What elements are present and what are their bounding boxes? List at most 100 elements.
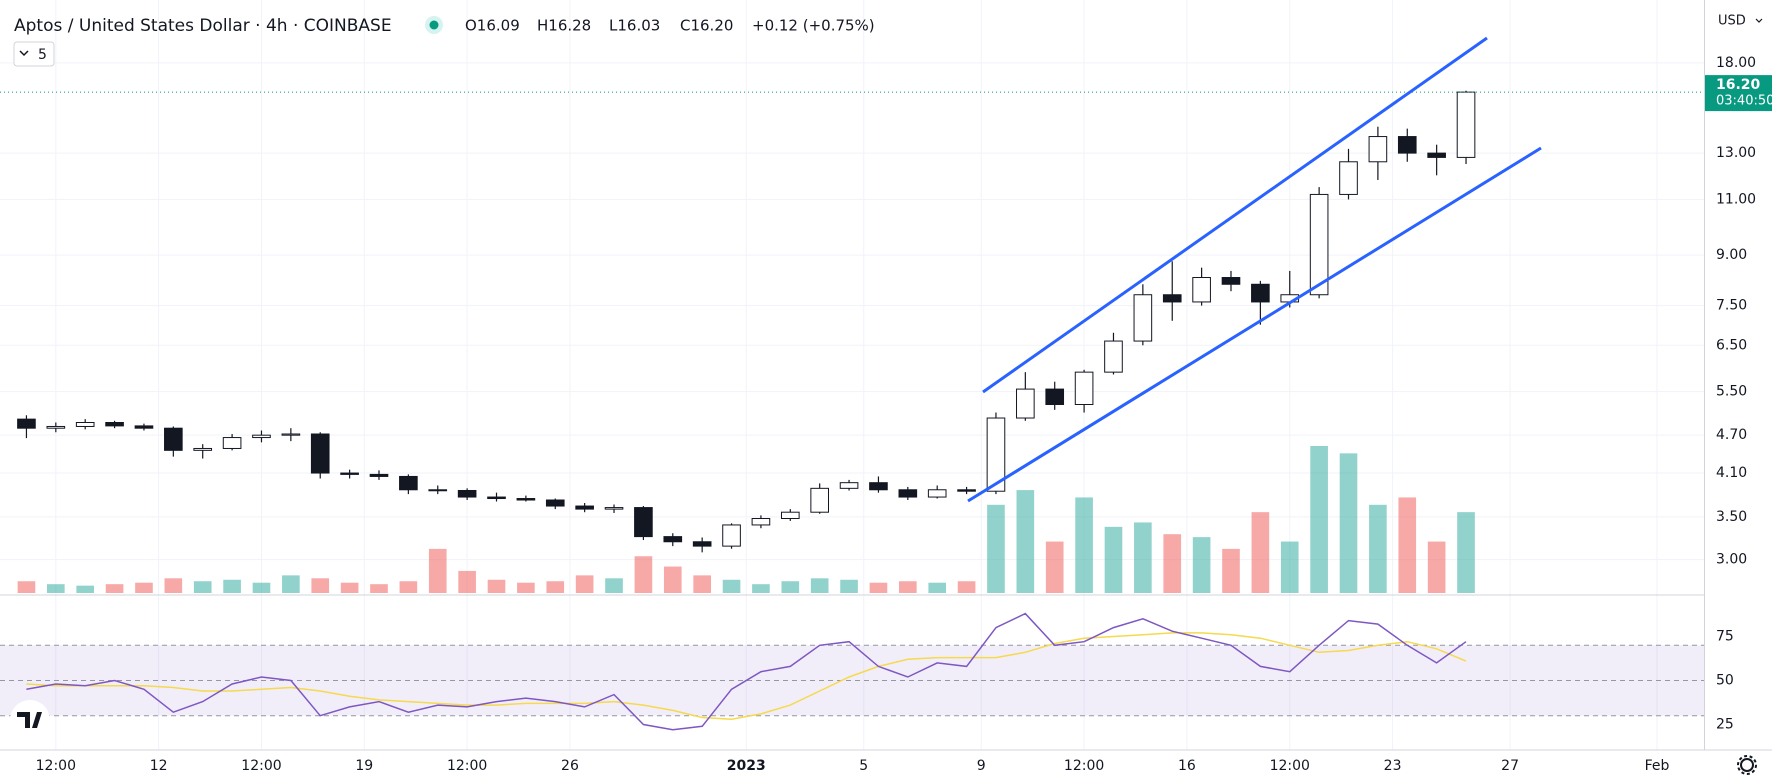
- candles: [0, 90, 1704, 553]
- volume-bar: [1280, 541, 1299, 593]
- candle-body: [105, 421, 124, 427]
- volume-bar: [517, 582, 535, 593]
- volume-bar: [634, 556, 653, 593]
- x-tick-label: 12:00: [36, 758, 76, 774]
- candle-body: [751, 518, 771, 526]
- candle-body: [692, 541, 712, 547]
- candle-body: [898, 489, 918, 498]
- candle-body: [545, 499, 565, 507]
- volume-bar: [370, 584, 388, 593]
- volume-bar: [546, 581, 565, 593]
- y-tick-label: 6.50: [1716, 337, 1747, 353]
- ohlc-change: +0.12 (+0.75%): [752, 17, 875, 35]
- status-dot: [429, 20, 439, 30]
- candle-body: [1456, 91, 1476, 158]
- volume: [17, 446, 1475, 593]
- candle-body: [1133, 294, 1153, 342]
- volume-bar: [1163, 534, 1182, 593]
- rsi-tick-label: 25: [1716, 717, 1734, 733]
- indicator-toggle[interactable]: [13, 41, 55, 67]
- x-tick-label: 12: [150, 758, 168, 774]
- candle-body: [75, 421, 95, 427]
- candle-body: [399, 475, 418, 491]
- ohlc-close: C16.20: [680, 17, 733, 35]
- volume-bar: [693, 575, 711, 593]
- candle-body: [1074, 371, 1094, 405]
- currency-chevron: [1755, 18, 1763, 23]
- x-tick-label: 19: [355, 758, 373, 774]
- volume-bar: [1222, 548, 1240, 593]
- x-tick-label: 12:00: [447, 758, 487, 774]
- volume-bar: [47, 584, 65, 593]
- candle-body: [369, 473, 389, 477]
- y-tick-label: 18.00: [1716, 55, 1756, 71]
- candle-body: [487, 496, 506, 500]
- candle-body: [1045, 388, 1065, 405]
- x-tick-label: Feb: [1645, 758, 1670, 774]
- y-tick-label: 7.50: [1716, 298, 1747, 314]
- volume-bar: [193, 581, 212, 593]
- volume-bar: [1016, 490, 1035, 593]
- rsi-tick-label: 75: [1716, 628, 1734, 644]
- rsi-line: [26, 612, 1467, 731]
- ohlc-low: L16.03: [609, 17, 660, 35]
- x-tick-label: 27: [1501, 758, 1519, 774]
- volume-bar: [1457, 512, 1475, 593]
- settings-icon[interactable]: [1737, 755, 1757, 775]
- volume-bar: [340, 582, 359, 593]
- volume-bar: [722, 579, 741, 593]
- volume-bar: [957, 581, 976, 593]
- candle-body: [222, 437, 242, 449]
- axes: 12:00 12 12:00 19 12:00 26 2023 5 9 12:00 16 12:00 2…: [36, 55, 1756, 774]
- symbol-title[interactable]: Aptos / United States Dollar · 4h · COIN…: [14, 16, 392, 36]
- volume-bar: [1045, 541, 1064, 593]
- volume-bar: [223, 579, 241, 593]
- candle-body: [193, 447, 213, 451]
- volume-bar: [1310, 446, 1328, 593]
- volume-bar: [105, 584, 124, 593]
- last-price-label: 16.20: [1716, 77, 1761, 93]
- y-tick-label: 5.50: [1716, 384, 1747, 400]
- candle-body: [1162, 294, 1182, 303]
- candle-body: [927, 489, 947, 498]
- volume-bar: [899, 581, 917, 593]
- y-tick-label: 13.00: [1716, 145, 1756, 161]
- candle-body: [1309, 193, 1329, 296]
- y-tick-label: 11.00: [1716, 191, 1756, 207]
- volume-bar: [1192, 537, 1211, 593]
- volume-bar: [810, 578, 829, 593]
- y-tick-label: 3.00: [1716, 552, 1747, 568]
- volume-bar: [135, 582, 153, 593]
- currency-label[interactable]: USD: [1718, 14, 1746, 29]
- countdown-label: 03:40:50: [1716, 94, 1772, 109]
- rsi-band: [0, 644, 1704, 717]
- tv-logo: [10, 700, 50, 740]
- gear-teeth: [1737, 755, 1757, 775]
- last-price-tag: [1705, 75, 1772, 112]
- volume-bar: [928, 582, 947, 593]
- candle-body: [957, 489, 976, 492]
- candle-body: [1104, 340, 1123, 373]
- volume-bar: [1339, 453, 1358, 593]
- x-tick-label: 9: [977, 758, 986, 774]
- candle-body: [1368, 136, 1388, 163]
- volume-bar: [1104, 526, 1123, 593]
- candle-body: [164, 427, 183, 451]
- candle-body: [1427, 152, 1446, 158]
- volume-bar: [311, 578, 330, 593]
- candle-body: [46, 425, 66, 429]
- volume-bar: [575, 575, 594, 593]
- volume-bar: [1134, 522, 1152, 593]
- candle-body: [428, 489, 448, 492]
- candle-body: [604, 507, 624, 510]
- volume-bar: [76, 585, 95, 593]
- candle-body: [810, 487, 829, 513]
- gear-ring: [1740, 758, 1754, 772]
- volume-bar: [1251, 512, 1270, 593]
- volume-bar: [840, 579, 858, 593]
- y-tick-label: 4.70: [1716, 427, 1747, 443]
- volume-bar: [399, 581, 418, 593]
